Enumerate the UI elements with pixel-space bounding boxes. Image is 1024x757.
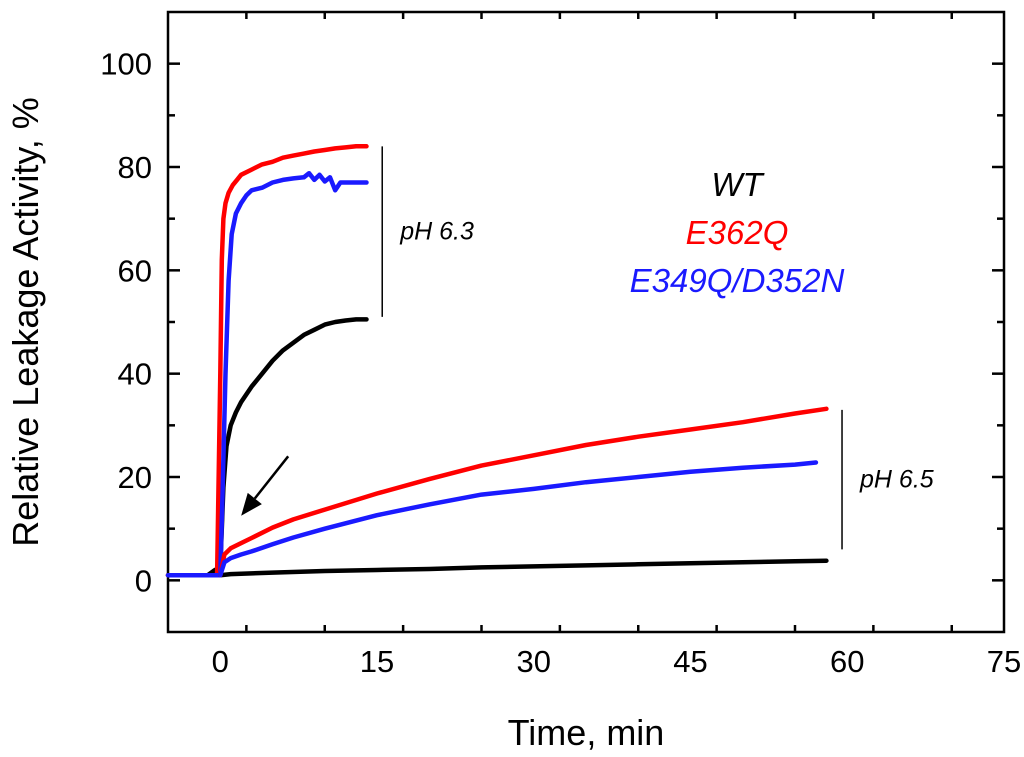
y-tick-label: 60 bbox=[118, 253, 152, 288]
annotation-label: pH 6.5 bbox=[859, 466, 934, 494]
legend-entry: E362Q bbox=[686, 214, 789, 251]
legend-entry: E349Q/D352N bbox=[630, 262, 845, 299]
x-tick-label: 30 bbox=[517, 644, 551, 679]
y-tick-label: 100 bbox=[100, 47, 152, 82]
series-e362q-ph-6-5 bbox=[218, 406, 829, 578]
x-tick-label: 15 bbox=[360, 644, 394, 679]
y-tick-label: 0 bbox=[135, 563, 152, 598]
annotation-label: pH 6.3 bbox=[399, 218, 474, 246]
legend-entry: WT bbox=[711, 166, 765, 203]
series-wt-ph-6-5 bbox=[218, 558, 829, 578]
x-tick-label: 60 bbox=[830, 644, 864, 679]
y-axis-title: Relative Leakage Activity, % bbox=[5, 97, 46, 547]
series-layer bbox=[165, 144, 829, 578]
axis-ticks: 0 15 30 45 60 75 0 20 40 60 80 100 bbox=[100, 12, 1021, 679]
legend: WT E362Q E349Q/D352N bbox=[630, 166, 845, 299]
y-tick-label: 80 bbox=[118, 150, 152, 185]
y-tick-label: 40 bbox=[118, 357, 152, 392]
x-tick-label: 45 bbox=[673, 644, 707, 679]
y-tick-label: 20 bbox=[118, 460, 152, 495]
arrow-shaft bbox=[253, 455, 290, 500]
series-e349q-d352n-ph-6-5 bbox=[218, 460, 819, 578]
arrow-head bbox=[241, 492, 262, 516]
series-e362q-ph-6-3 bbox=[165, 144, 369, 578]
x-axis-title: Time, min bbox=[508, 712, 665, 753]
annotations: pH 6.3 pH 6.5 bbox=[241, 146, 934, 550]
series-e349q-d352n-ph-6-3 bbox=[165, 170, 369, 578]
x-tick-label: 0 bbox=[212, 644, 229, 679]
x-tick-label: 75 bbox=[987, 644, 1021, 679]
series-wt-ph-6-3 bbox=[165, 317, 369, 578]
